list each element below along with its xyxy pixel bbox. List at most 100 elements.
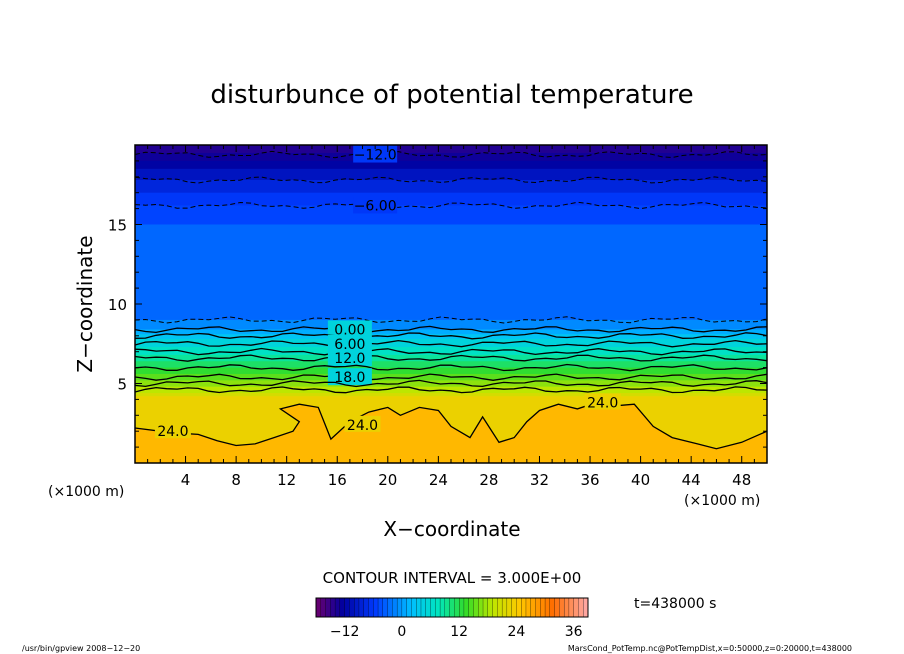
x-axis-ticks: 4 8 12 16 20 24 28 32 36 40 44 48	[147, 145, 755, 489]
colorbar-cell	[354, 597, 360, 618]
colorbar-cell	[568, 597, 575, 618]
colorbar-cell	[540, 597, 546, 618]
colorbar-cell	[368, 597, 374, 618]
contour-label-bg	[584, 393, 621, 410]
colorbar-cell	[578, 597, 584, 618]
colorbar-cell	[396, 597, 403, 618]
contour-label-bg	[327, 368, 372, 386]
x-tick-label-28: 28	[479, 471, 498, 489]
colorbar-cell	[525, 597, 532, 618]
colorbar-cell	[449, 597, 455, 618]
contour-label-bg	[327, 320, 372, 338]
region-24: 24.0 24.0 24.0	[134, 393, 768, 463]
colorbar-cell	[573, 597, 579, 618]
band-12	[135, 346, 767, 356]
band-15	[135, 367, 767, 375]
band-6	[135, 205, 767, 225]
colorbar-cell	[444, 597, 451, 618]
colorbar-cell	[535, 597, 541, 618]
x-tick-label-12: 12	[277, 471, 296, 489]
colorbar-cell	[325, 597, 331, 618]
colorbar-cell	[544, 597, 551, 618]
contour-label-bg	[154, 422, 191, 439]
y-axis-label: Z−coordinate	[73, 235, 97, 372]
x-axis-label: X−coordinate	[383, 517, 520, 541]
colorbar-cell	[425, 597, 431, 618]
x-unit-right: (×1000 m)	[684, 493, 760, 509]
x-tick-label-48: 48	[732, 471, 751, 489]
x-tick-label-8: 8	[231, 471, 241, 489]
contour-line-8	[134, 354, 768, 362]
colorbar-cell	[501, 597, 508, 618]
colorbar-cell	[463, 597, 470, 618]
colorbar-cell	[559, 597, 565, 618]
colorbar-cell	[549, 597, 556, 618]
colorbar-cell	[315, 597, 322, 618]
footer-right: MarsCond_PotTemp.nc@PotTempDist,x=0:5000…	[568, 644, 852, 653]
contour-label-bg	[327, 334, 372, 352]
colorbar-cell	[358, 597, 365, 618]
contour-label-bg	[353, 145, 398, 163]
colorbar-cell	[411, 597, 417, 618]
colorbar-frame	[315, 597, 589, 618]
band-1	[135, 152, 767, 162]
colorbar-cell	[506, 597, 513, 618]
colorbar-cell	[459, 597, 465, 618]
footer-left: /usr/bin/gpview 2008−12−20	[22, 644, 140, 653]
contour-label-24-0: 24.0	[157, 424, 188, 440]
colorbar-cell	[454, 597, 460, 618]
colorbar-cell	[478, 597, 484, 618]
colorbar-tick-label-1: 0	[397, 624, 406, 640]
colorbar-cell	[382, 597, 389, 618]
band-13	[135, 354, 767, 362]
contour-line-0	[134, 150, 768, 159]
band-4	[135, 179, 767, 194]
contour-label-4: 0.00	[334, 322, 365, 338]
colorbar-cell	[377, 597, 384, 618]
band-11	[135, 338, 767, 348]
contour-label-0: −12.0	[354, 148, 397, 164]
region-24-fill	[135, 402, 767, 463]
contour-label-6: 6.00	[334, 337, 365, 353]
x-tick-label-24: 24	[429, 471, 448, 489]
colorbar-cell	[387, 597, 393, 618]
band-7	[135, 224, 767, 321]
contour-label-10: 18.0	[334, 370, 365, 386]
band-8	[135, 319, 767, 330]
colorbar-cell	[468, 597, 474, 618]
colorbar-cell	[430, 597, 436, 618]
colorbar-cell	[511, 597, 517, 618]
colorbar-cell	[439, 597, 446, 618]
colorbar	[315, 597, 589, 618]
time-label: t=438000 s	[634, 596, 716, 612]
contour-line-7	[134, 347, 768, 356]
colorbar-cell	[435, 597, 441, 618]
contour-line-6	[134, 339, 768, 348]
contour-line-5	[134, 332, 768, 340]
y-tick-label-10: 10	[108, 296, 127, 314]
colorbar-ticks: −12 0 12 24 36	[330, 624, 583, 640]
x-tick-label-40: 40	[631, 471, 650, 489]
contour-line-1	[134, 176, 768, 184]
colorbar-cell	[320, 597, 326, 618]
colorbar-tick-label-2: 12	[450, 624, 468, 640]
contour-line-9	[134, 363, 768, 372]
contour-label-bg	[344, 415, 381, 432]
colorbar-cell	[482, 597, 489, 618]
contour-line-4	[134, 325, 768, 334]
contour-label-2: −6.00	[354, 198, 397, 214]
colorbar-cell	[473, 597, 479, 618]
x-tick-label-32: 32	[530, 471, 549, 489]
colorbar-cell	[401, 597, 408, 618]
contour-line-11	[134, 379, 768, 388]
contour-label-bg	[327, 349, 372, 367]
colorbar-cell	[563, 597, 570, 618]
x-tick-label-16: 16	[328, 471, 347, 489]
plot-fill	[135, 145, 767, 464]
y-axis-ticks: 5 10 15	[108, 160, 767, 448]
band-19	[135, 393, 767, 397]
band-5	[135, 192, 767, 206]
colorbar-cell	[521, 597, 527, 618]
